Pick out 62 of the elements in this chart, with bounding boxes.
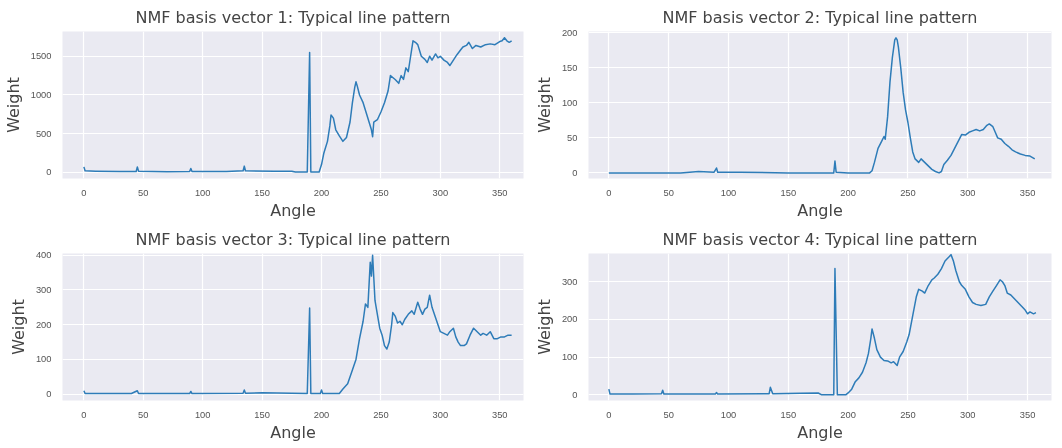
- x-axis-title: Angle: [270, 200, 316, 220]
- x-tick-label: 100: [720, 409, 737, 420]
- x-tick-label: 100: [194, 409, 211, 420]
- x-tick-label: 150: [254, 187, 270, 198]
- y-tick-label: 300: [561, 276, 578, 287]
- x-tick-label: 200: [313, 409, 330, 420]
- chart-title: NMF basis vector 2: Typical line pattern: [662, 7, 978, 27]
- y-axis-title: Weight: [534, 77, 554, 133]
- x-tick-label: 350: [491, 409, 508, 420]
- x-axis-title: Angle: [797, 422, 843, 442]
- x-tick-label: 350: [1019, 187, 1036, 198]
- y-tick-label: 0: [572, 389, 578, 400]
- x-tick-label: 100: [194, 187, 211, 198]
- y-tick-label: 1000: [30, 89, 52, 100]
- y-tick-label: 200: [561, 27, 578, 38]
- x-axis-title: Angle: [270, 422, 316, 442]
- y-tick-label: 100: [561, 97, 578, 108]
- chart-title: NMF basis vector 4: Typical line pattern: [662, 229, 978, 249]
- y-tick-label: 50: [567, 132, 578, 143]
- x-tick-label: 100: [720, 187, 737, 198]
- y-axis-title: Weight: [534, 299, 554, 355]
- x-tick-label: 350: [1019, 409, 1036, 420]
- y-tick-label: 100: [35, 354, 52, 365]
- x-tick-label: 300: [432, 187, 449, 198]
- y-tick-label: 300: [35, 284, 52, 295]
- x-tick-label: 300: [432, 409, 449, 420]
- y-tick-label: 400: [35, 250, 52, 261]
- y-tick-label: 500: [35, 128, 52, 139]
- y-tick-label: 100: [561, 352, 578, 363]
- y-axis-title: Weight: [3, 77, 23, 133]
- y-axis-title: Weight: [8, 299, 28, 355]
- x-tick-label: 50: [663, 187, 674, 198]
- x-tick-label: 200: [840, 187, 856, 198]
- x-tick-label: 0: [606, 187, 612, 198]
- y-tick-label: 150: [561, 62, 578, 73]
- y-tick-label: 1500: [30, 51, 52, 62]
- x-tick-label: 0: [606, 409, 612, 420]
- x-axis-title: Angle: [797, 200, 843, 220]
- y-tick-label: 0: [46, 167, 52, 178]
- x-tick-label: 0: [81, 409, 87, 420]
- x-tick-label: 200: [313, 187, 330, 198]
- x-tick-label: 250: [900, 409, 916, 420]
- x-tick-label: 300: [959, 409, 976, 420]
- x-tick-label: 50: [663, 409, 674, 420]
- x-tick-label: 50: [138, 187, 149, 198]
- y-tick-label: 0: [572, 167, 578, 178]
- x-tick-label: 250: [373, 187, 389, 198]
- x-tick-label: 50: [138, 409, 149, 420]
- x-tick-label: 150: [254, 409, 270, 420]
- x-tick-label: 300: [959, 187, 976, 198]
- chart-title: NMF basis vector 3: Typical line pattern: [135, 229, 451, 249]
- x-tick-label: 200: [840, 409, 856, 420]
- x-tick-label: 350: [491, 187, 508, 198]
- x-tick-label: 0: [81, 187, 87, 198]
- y-tick-label: 200: [35, 319, 52, 330]
- chart-title: NMF basis vector 1: Typical line pattern: [135, 7, 451, 27]
- x-tick-label: 250: [900, 187, 916, 198]
- x-tick-label: 250: [373, 409, 389, 420]
- y-tick-label: 200: [561, 314, 578, 325]
- y-tick-label: 0: [46, 389, 52, 400]
- x-tick-label: 150: [780, 187, 797, 198]
- x-tick-label: 150: [780, 409, 797, 420]
